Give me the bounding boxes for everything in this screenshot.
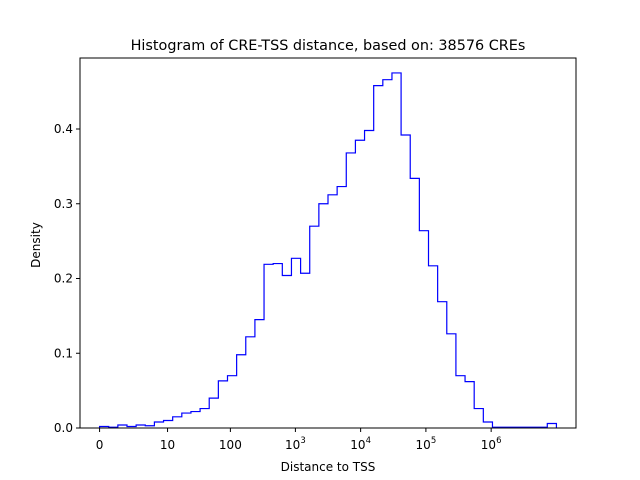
y-tick-label: 0.0 <box>54 421 73 435</box>
x-tick-label: 10 <box>160 438 175 452</box>
chart-title: Histogram of CRE-TSS distance, based on:… <box>131 38 526 54</box>
x-tick-label: 106 <box>481 436 502 452</box>
y-axis-ticks: 0.0 0.1 0.2 0.3 0.4 <box>54 122 80 435</box>
x-axis-label: Distance to TSS <box>281 460 376 474</box>
histogram-outline <box>98 72 558 428</box>
y-axis-label: Density <box>29 222 43 268</box>
y-tick-label: 0.4 <box>54 122 73 136</box>
y-tick-label: 0.1 <box>54 346 73 360</box>
x-axis-ticks: 0 10 100 103 104 105 106 <box>96 428 502 452</box>
x-tick-label: 100 <box>219 438 242 452</box>
x-tick-label: 105 <box>416 436 437 452</box>
x-tick-label: 104 <box>350 436 371 452</box>
x-tick-label: 0 <box>96 438 104 452</box>
x-tick-label: 103 <box>285 436 306 452</box>
plot-frame <box>79 57 577 429</box>
y-tick-label: 0.3 <box>54 197 73 211</box>
y-tick-label: 0.2 <box>54 272 73 286</box>
